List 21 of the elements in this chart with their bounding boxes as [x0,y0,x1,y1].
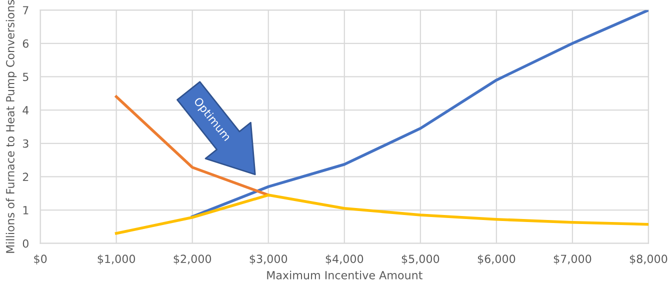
x-tick-label: $7,000 [554,254,592,265]
x-tick-label: $3,000 [250,254,288,265]
x-axis-title: Maximum Incentive Amount [267,270,422,280]
line-series [190,10,648,218]
y-tick-label: 2 [22,172,28,181]
y-tick-label: 7 [23,6,28,14]
x-tick-label: $8,000 [630,254,668,265]
x-tick-label: $6,000 [478,254,516,265]
y-tick-label: 4 [22,106,29,114]
y-tick-label: 1 [23,206,28,214]
y-tick-label: 0 [22,239,28,248]
x-tick-label: $2,000 [174,254,212,265]
y-tick-label: 6 [22,39,29,48]
x-tick-label: $0 [34,254,47,265]
x-tick-label: $5,000 [402,254,440,265]
x-tick-label: $1,000 [98,254,136,265]
x-tick-label: $4,000 [326,254,364,265]
y-axis-title: Millions of Furnace to Heat Pump Conversions [6,0,17,253]
y-tick-label: 3 [22,139,28,148]
line-series [114,194,648,235]
y-tick-label: 5 [22,72,28,82]
